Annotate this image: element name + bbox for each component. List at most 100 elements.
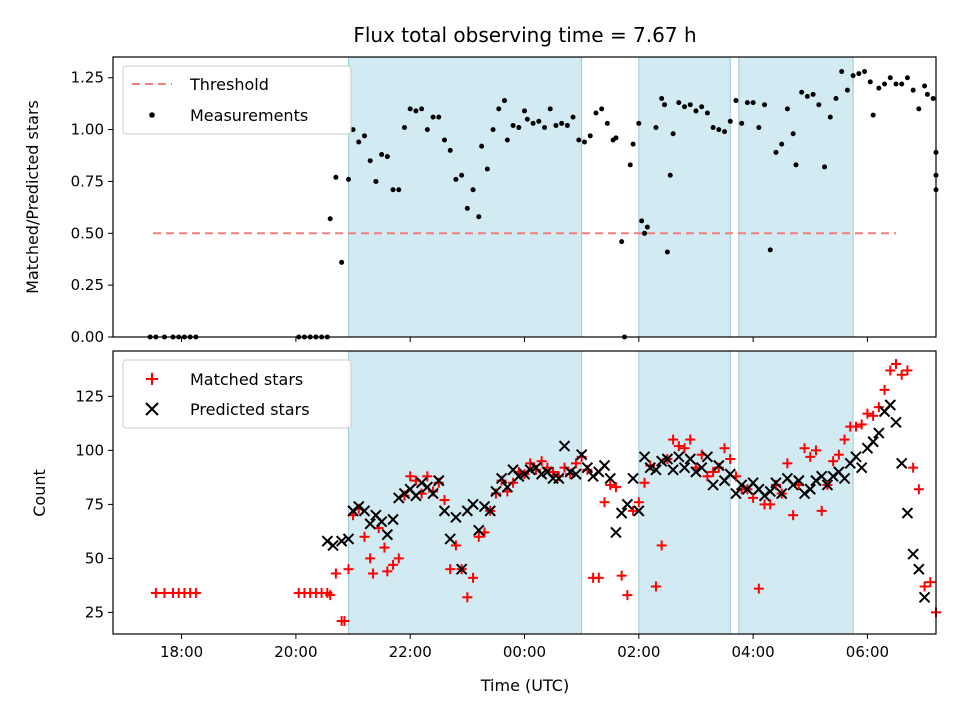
measurement-point <box>419 106 425 112</box>
measurement-point <box>750 100 756 106</box>
predicted-star-point <box>610 526 622 539</box>
predicted-star-point <box>901 507 914 519</box>
bottom-x-tick-label: 06:00 <box>846 643 889 661</box>
top-y-tick-label: 1.00 <box>71 121 104 139</box>
matched-legend-swatch <box>146 373 158 385</box>
measurement-point <box>484 166 490 172</box>
matched-star-point <box>610 482 621 493</box>
bottom-y-tick-label: 100 <box>75 441 104 459</box>
measurement-point <box>924 91 930 97</box>
matched-star-point <box>805 451 816 462</box>
measurement-point <box>904 75 910 81</box>
measurement-point <box>793 162 799 168</box>
matched-legend-label: Matched stars <box>190 370 303 389</box>
matched-star-point <box>536 456 547 467</box>
matched-star-point <box>782 458 793 469</box>
measurement-point <box>687 102 693 108</box>
measurement-point <box>350 127 356 133</box>
measurement-point <box>490 127 496 133</box>
top-y-tick-label: 0.25 <box>71 276 104 294</box>
matched-star-point <box>856 419 867 430</box>
measurement-point <box>524 116 530 122</box>
measurement-point <box>850 73 856 79</box>
matched-star-point <box>339 616 350 627</box>
measurement-point <box>833 95 839 101</box>
measurement-point <box>659 95 665 101</box>
predicted-star-point <box>793 474 805 487</box>
matched-star-point <box>422 471 433 482</box>
matched-star-point <box>908 462 919 473</box>
measurement-point <box>930 95 936 101</box>
measurement-point <box>910 87 916 93</box>
predicted-star-point <box>884 399 896 411</box>
measurement-point <box>476 214 482 220</box>
predicted-star-point <box>913 563 925 575</box>
top-shaded-span <box>738 56 854 338</box>
predicted-star-point <box>387 513 399 526</box>
matched-star-point <box>748 492 759 503</box>
matched-star-point <box>379 542 390 553</box>
matched-star-point <box>673 441 684 452</box>
matched-star-point <box>150 587 161 598</box>
predicted-star-point <box>375 515 388 528</box>
matched-star-point <box>925 577 936 588</box>
measurement-point <box>916 106 922 112</box>
predicted-star-point <box>764 485 776 498</box>
predicted-star-point <box>364 518 376 530</box>
matched-star-point <box>393 553 404 564</box>
measurement-point <box>642 230 648 236</box>
measurement-point <box>822 164 828 170</box>
predicted-star-point <box>724 468 736 480</box>
measurement-point <box>756 125 762 131</box>
matched-star-point <box>656 540 667 551</box>
measurement-point <box>887 75 893 81</box>
measurement-point <box>653 125 659 131</box>
top-shaded-span <box>347 56 583 338</box>
bottom-x-tick-label: 04:00 <box>731 643 774 661</box>
matched-star-point <box>159 587 170 598</box>
predicted-star-point <box>467 498 479 511</box>
measurement-point <box>636 120 642 126</box>
predicted-star-point <box>553 472 565 485</box>
matched-star-point <box>616 570 627 581</box>
predicted-star-point <box>633 505 645 517</box>
measurement-point <box>862 69 868 75</box>
predicted-star-point <box>598 459 611 472</box>
measurement-point <box>604 120 610 126</box>
top-y-tick-label: 0.75 <box>71 172 104 190</box>
predicted-star-point <box>444 533 456 545</box>
threshold-legend-label: Threshold <box>189 75 269 94</box>
matched-star-point <box>650 581 661 592</box>
measurement-point <box>510 122 516 128</box>
measurement-point <box>464 205 470 211</box>
predicted-star-point <box>890 416 902 428</box>
measurement-point <box>522 108 527 114</box>
matched-star-point <box>473 531 484 542</box>
bottom-shaded-span <box>347 350 583 635</box>
predicted-star-point <box>473 524 485 537</box>
matched-star-point <box>896 369 907 380</box>
matched-star-point <box>753 583 764 594</box>
predicted-star-point <box>581 461 594 474</box>
measurement-point <box>479 143 485 149</box>
measurement-point <box>367 158 373 164</box>
bottom-y-tick-label: 125 <box>75 387 104 405</box>
matched-star-point <box>668 434 679 445</box>
predicted-star-point <box>558 440 571 452</box>
measurement-point <box>587 133 593 139</box>
measurement-point <box>396 187 402 193</box>
predicted-star-point <box>358 505 371 517</box>
measurement-point <box>570 114 576 120</box>
measurements-legend-swatch <box>149 112 155 118</box>
matched-star-point <box>405 471 416 482</box>
measurements-legend-label: Measurements <box>190 106 308 125</box>
predicted-legend-label: Predicted stars <box>190 400 310 419</box>
predicted-star-point <box>381 528 394 541</box>
predicted-star-point <box>896 457 908 470</box>
matched-star-point <box>599 497 610 508</box>
measurement-point <box>816 102 822 108</box>
measurement-point <box>899 81 905 87</box>
measurement-point <box>762 102 768 108</box>
predicted-star-point <box>650 464 662 476</box>
predicted-star-point <box>730 487 742 500</box>
